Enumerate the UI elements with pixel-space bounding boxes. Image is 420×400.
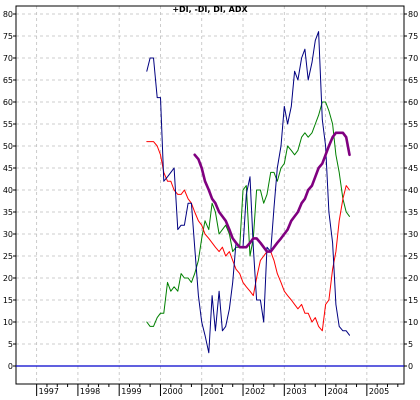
y-tick-label-left: 40 — [3, 186, 13, 195]
y-tick-label-right: 45 — [408, 164, 418, 173]
y-tick-label-left: 30 — [3, 230, 13, 239]
y-tick-label-right: 25 — [408, 252, 418, 261]
y-tick-label-left: 20 — [3, 274, 13, 283]
x-tick-label: 2001 — [204, 387, 224, 396]
y-tick-label-right: 10 — [408, 318, 418, 327]
y-tick-label-right: 20 — [408, 274, 418, 283]
x-tick-label: 2005 — [369, 387, 389, 396]
plot-frame — [15, 5, 405, 385]
series-adx-line — [193, 131, 351, 253]
y-tick-label-left: 15 — [3, 296, 13, 305]
y-tick-label-left: 50 — [3, 142, 13, 151]
y-tick-label-right: 60 — [408, 98, 418, 107]
y-tick-label-left: 75 — [3, 32, 13, 41]
y-tick-label-left: 5 — [8, 340, 13, 349]
y-tick-label-left: 70 — [3, 54, 13, 63]
y-tick-label-right: 35 — [408, 208, 418, 217]
series-di-minus-line — [146, 141, 350, 332]
y-tick-label-right: 0 — [408, 362, 413, 371]
y-tick-label-right: 75 — [408, 32, 418, 41]
x-tick-label: 1998 — [80, 387, 100, 396]
y-tick-label-left: 45 — [3, 164, 13, 173]
series-group — [146, 31, 351, 354]
x-tick-label: 2004 — [328, 387, 348, 396]
chart-title: +DI, -DI, DI, ADX — [172, 5, 248, 14]
y-tick-label-left: 65 — [3, 76, 13, 85]
y-tick-label-left: 35 — [3, 208, 13, 217]
x-tick-label: 1997 — [39, 387, 59, 396]
y-tick-label-left: 10 — [3, 318, 13, 327]
y-tick-label-right: 55 — [408, 120, 418, 129]
series-di-line — [146, 31, 350, 354]
y-tick-label-right: 5 — [408, 340, 413, 349]
x-tick-label: 2002 — [245, 387, 265, 396]
y-tick-label-left: 60 — [3, 98, 13, 107]
axes — [13, 5, 407, 396]
y-tick-label-left: 80 — [3, 10, 13, 19]
y-tick-label-left: 0 — [8, 362, 13, 371]
y-tick-label-right: 65 — [408, 76, 418, 85]
grid — [16, 6, 404, 384]
y-tick-label-left: 25 — [3, 252, 13, 261]
series-di-plus-line — [146, 101, 350, 327]
y-tick-label-right: 30 — [408, 230, 418, 239]
y-tick-label-right: 40 — [408, 186, 418, 195]
x-tick-label: 1999 — [121, 387, 141, 396]
x-tick-label: 2000 — [162, 387, 182, 396]
y-tick-label-right: 15 — [408, 296, 418, 305]
y-tick-label-right: 80 — [408, 10, 418, 19]
y-tick-label-left: 55 — [3, 120, 13, 129]
y-tick-label-right: 50 — [408, 142, 418, 151]
y-tick-label-right: 70 — [408, 54, 418, 63]
x-tick-label: 2003 — [286, 387, 306, 396]
